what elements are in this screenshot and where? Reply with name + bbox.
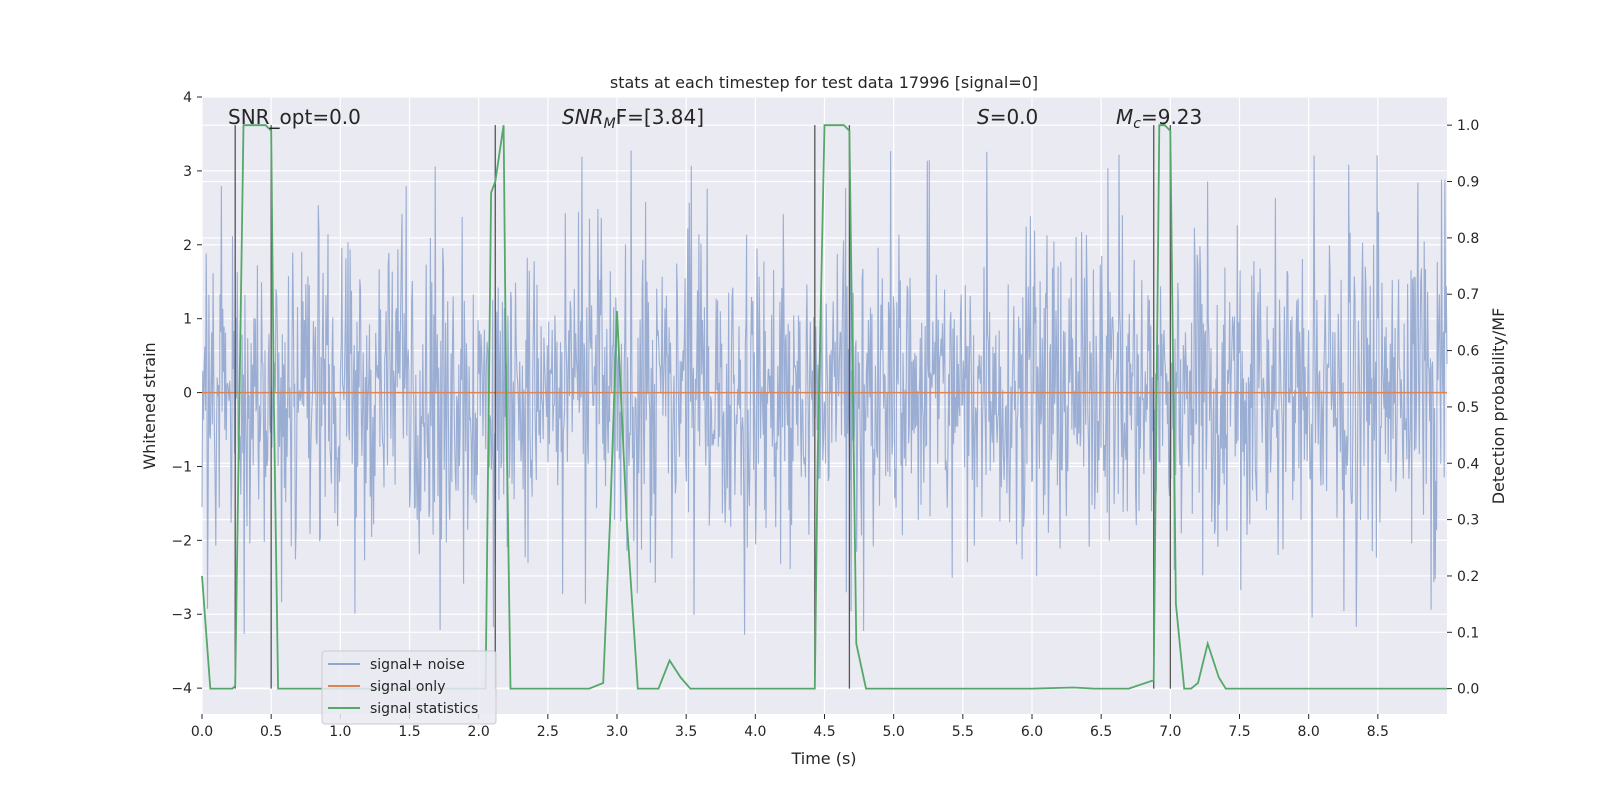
y-tick-label: −4 xyxy=(171,681,192,697)
x-tick-label: 3.0 xyxy=(606,724,628,740)
y-tick-label: −1 xyxy=(171,459,192,475)
y2-tick-label: 0.6 xyxy=(1457,344,1479,360)
y2-axis-label: Detection probability/MF xyxy=(1489,308,1508,505)
y-axis-label: Whitened strain xyxy=(140,342,159,469)
x-tick-label: 7.0 xyxy=(1159,724,1181,740)
y2-tick-label: 0.5 xyxy=(1457,400,1479,416)
y-tick-labels: 4 3 2 1 0 −1 −2 −3 −4 xyxy=(171,90,202,697)
x-tick-label: 3.5 xyxy=(675,724,697,740)
x-tick-label: 2.5 xyxy=(537,724,559,740)
legend-box xyxy=(321,650,497,725)
y2-tick-label: 1.0 xyxy=(1457,118,1479,134)
mc-annotation: Mc=9.23 xyxy=(1116,105,1202,132)
x-tick-label: 8.0 xyxy=(1298,724,1320,740)
y2-tick-label: 0.0 xyxy=(1457,682,1479,698)
signal-statistics-line xyxy=(201,124,1447,690)
x-tick-label: 4.0 xyxy=(744,724,766,740)
y-tick-label: 0 xyxy=(183,386,192,402)
x-tick-label: 1.0 xyxy=(329,724,351,740)
y2-tick-label: 0.7 xyxy=(1457,287,1479,303)
x-tick-label: 6.5 xyxy=(1090,724,1112,740)
y-tick-label: 2 xyxy=(183,238,192,254)
y-tick-label: −2 xyxy=(171,533,192,549)
signal-noise-line xyxy=(201,150,1448,635)
y2-tick-label: 0.4 xyxy=(1457,456,1479,472)
legend-label-signal-only: signal only xyxy=(370,679,445,695)
x-tick-label: 0.5 xyxy=(260,724,282,740)
x-tick-label: 6.0 xyxy=(1021,724,1043,740)
y-tick-label: −3 xyxy=(171,607,192,623)
x-tick-label: 0.0 xyxy=(191,724,213,740)
signal-statistics-series xyxy=(201,124,1447,690)
x-tick-label: 1.5 xyxy=(398,724,420,740)
x-tick-label: 7.5 xyxy=(1228,724,1250,740)
chart-title: stats at each timestep for test data 179… xyxy=(610,73,1038,92)
legend-label-signal-statistics: signal statistics xyxy=(370,701,478,717)
x-tick-labels: 0.0 0.5 1.0 1.5 2.0 2.5 3.0 3.5 4.0 4.5 5.0 5.5 6.0 6… xyxy=(191,714,1389,740)
legend-label-signal-noise: signal+ noise xyxy=(370,657,465,673)
y2-tick-label: 0.2 xyxy=(1457,569,1479,585)
x-tick-label: 2.0 xyxy=(468,724,490,740)
y2-tick-label: 0.8 xyxy=(1457,231,1479,247)
x-tick-label: 4.5 xyxy=(813,724,835,740)
snr-opt-annotation: SNR_opt=0.0 xyxy=(228,105,361,129)
marker-lines xyxy=(234,125,1171,689)
x-axis-label: Time (s) xyxy=(790,749,856,768)
y2-tick-label: 0.3 xyxy=(1457,513,1479,529)
x-tick-label: 5.0 xyxy=(883,724,905,740)
y2-tick-label: 0.9 xyxy=(1457,175,1479,191)
x-tick-label: 5.5 xyxy=(952,724,974,740)
y-tick-label: 1 xyxy=(183,312,192,328)
y-tick-label: 3 xyxy=(183,164,192,180)
legend: signal+ noise signal only signal statist… xyxy=(321,650,497,725)
signal-noise-series xyxy=(201,150,1448,635)
y2-tick-labels: 1.0 0.9 0.8 0.7 0.6 0.5 0.4 0.3 0.2 0.1 0.0 xyxy=(1447,118,1479,698)
y2-tick-label: 0.1 xyxy=(1457,625,1479,641)
s-annotation: S=0.0 xyxy=(977,105,1038,129)
snr-mf-annotation: SNRMF=[3.84] xyxy=(562,105,704,132)
y-tick-label: 4 xyxy=(183,90,192,106)
x-tick-label: 8.5 xyxy=(1367,724,1389,740)
